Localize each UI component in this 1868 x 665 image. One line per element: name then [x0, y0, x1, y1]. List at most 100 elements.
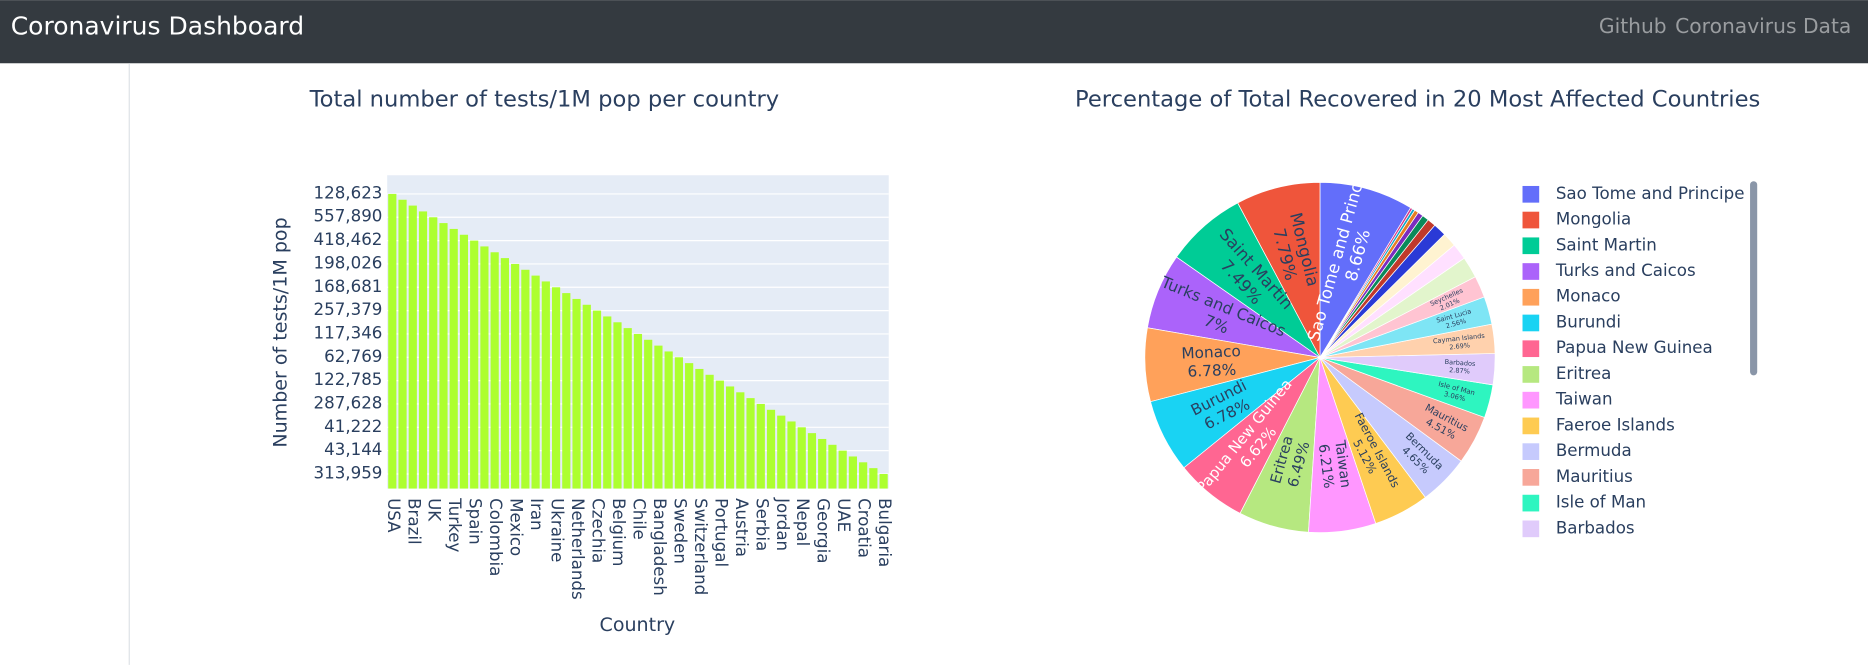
bar	[459, 234, 469, 489]
x-tick-label: Ukraine	[548, 498, 567, 562]
pie-slice	[1319, 207, 1414, 358]
chart-title: Percentage of Total Recovered in 20 Most…	[1075, 87, 1760, 113]
y-tick-label: 122,785	[314, 370, 383, 389]
bar	[644, 339, 653, 489]
legend-label[interactable]: Monaco	[1556, 287, 1621, 306]
x-tick-label: Austria	[732, 498, 751, 557]
bar	[848, 456, 857, 489]
slice-label: Taiwan	[1331, 438, 1353, 488]
bar	[613, 322, 622, 489]
slice-value-label: 2.87%	[1449, 366, 1470, 375]
y-tick-label: 168,681	[314, 277, 383, 296]
legend-label[interactable]: Mauritius	[1556, 467, 1633, 486]
bar	[859, 462, 868, 489]
bar	[787, 421, 796, 489]
bar	[418, 211, 428, 489]
y-tick-label: 128,623	[314, 183, 383, 202]
x-tick-label: Brazil	[404, 498, 423, 544]
legend-swatch	[1522, 263, 1540, 280]
x-tick-label: Bangladesh	[650, 498, 669, 596]
x-tick-label: Croatia	[855, 498, 874, 558]
legend-label[interactable]: Faeroe Islands	[1556, 415, 1675, 434]
slice-value-label: 2.69%	[1449, 341, 1471, 351]
bar	[592, 310, 602, 489]
bar	[582, 304, 591, 489]
slice-label: Barbados	[1444, 358, 1476, 368]
x-tick-label: Nepal	[793, 498, 812, 546]
x-tick-label: Portugal	[711, 498, 730, 567]
x-tick-label: Mexico	[507, 498, 526, 556]
legend-swatch	[1522, 520, 1540, 538]
y-tick-label: 557,890	[314, 207, 383, 226]
legend-label[interactable]: Saint Martin	[1556, 235, 1657, 254]
bar	[603, 316, 612, 489]
bar	[818, 438, 827, 489]
legend-label[interactable]: Turks and Caicos	[1555, 261, 1696, 280]
nav-link[interactable]: Github	[1599, 14, 1667, 38]
y-tick-label: 62,769	[324, 347, 382, 366]
legend-swatch	[1522, 314, 1540, 332]
bar	[470, 240, 479, 489]
bar	[398, 199, 407, 489]
legend-swatch	[1523, 572, 1540, 589]
bar	[439, 223, 448, 489]
bar	[541, 281, 550, 489]
legend-label[interactable]: Burundi	[1556, 312, 1621, 331]
bar	[695, 368, 704, 489]
nav-link[interactable]: Coronavirus Data	[1675, 14, 1851, 38]
bar	[408, 205, 417, 489]
bar	[715, 380, 724, 489]
legend-swatch	[1522, 185, 1540, 203]
bar	[705, 374, 714, 489]
legend-label[interactable]: Sao Tome and Principe	[1556, 184, 1745, 203]
legend-label[interactable]: Seychelles	[1556, 596, 1645, 615]
slice-value-label: 6.78%	[1187, 361, 1236, 381]
x-axis-title: Country	[600, 614, 676, 636]
bar	[807, 433, 817, 489]
x-tick-label: Serbia	[752, 498, 771, 551]
bar	[869, 468, 878, 489]
bar-chart: Total number of tests/1M pop per country…	[270, 87, 894, 636]
slice-label: Monaco	[1181, 342, 1241, 362]
bar	[756, 403, 765, 489]
legend-label[interactable]: Taiwan	[1555, 390, 1613, 409]
legend-swatch	[1522, 366, 1540, 383]
pie-slice	[1319, 182, 1412, 359]
bar	[551, 287, 561, 489]
legend-label[interactable]: Cayman Islands	[1556, 544, 1688, 563]
y-tick-label: 43,144	[324, 440, 382, 459]
legend-label[interactable]: Saint Lucia	[1556, 570, 1647, 589]
bar	[766, 409, 776, 489]
bar	[572, 298, 581, 489]
bar	[388, 193, 397, 489]
legend-label[interactable]: Barbados	[1556, 518, 1635, 537]
x-tick-label: Bulgaria	[875, 498, 894, 567]
legend-label[interactable]: Isle of Man	[1556, 493, 1646, 512]
legend-label[interactable]: Eritrea	[1556, 364, 1611, 383]
y-tick-label: 198,026	[314, 253, 383, 272]
y-tick-label: 257,379	[314, 300, 383, 319]
legend-swatch	[1522, 469, 1540, 486]
legend-swatch	[1522, 391, 1540, 409]
bar	[633, 333, 643, 489]
y-tick-label: 313,959	[314, 463, 383, 482]
legend-label[interactable]: Mongolia	[1556, 210, 1631, 229]
bar	[777, 415, 786, 489]
x-tick-label: Netherlands	[568, 498, 587, 600]
bar	[746, 398, 755, 489]
legend-label[interactable]: Bermuda	[1556, 441, 1632, 460]
bar	[828, 444, 837, 489]
bar	[623, 328, 632, 489]
x-tick-label: Iran	[527, 498, 546, 531]
bar	[531, 275, 540, 489]
bar	[838, 450, 847, 489]
brand[interactable]: Coronavirus Dashboard	[11, 12, 304, 41]
legend-label[interactable]: Papua New Guinea	[1556, 338, 1713, 357]
x-tick-label: Spain	[466, 498, 485, 545]
y-tick-label: 287,628	[314, 393, 383, 412]
bar	[654, 345, 663, 489]
legend-scrollbar[interactable]	[1750, 181, 1758, 376]
y-tick-label: 117,346	[314, 323, 383, 342]
x-tick-label: UAE	[834, 498, 853, 532]
